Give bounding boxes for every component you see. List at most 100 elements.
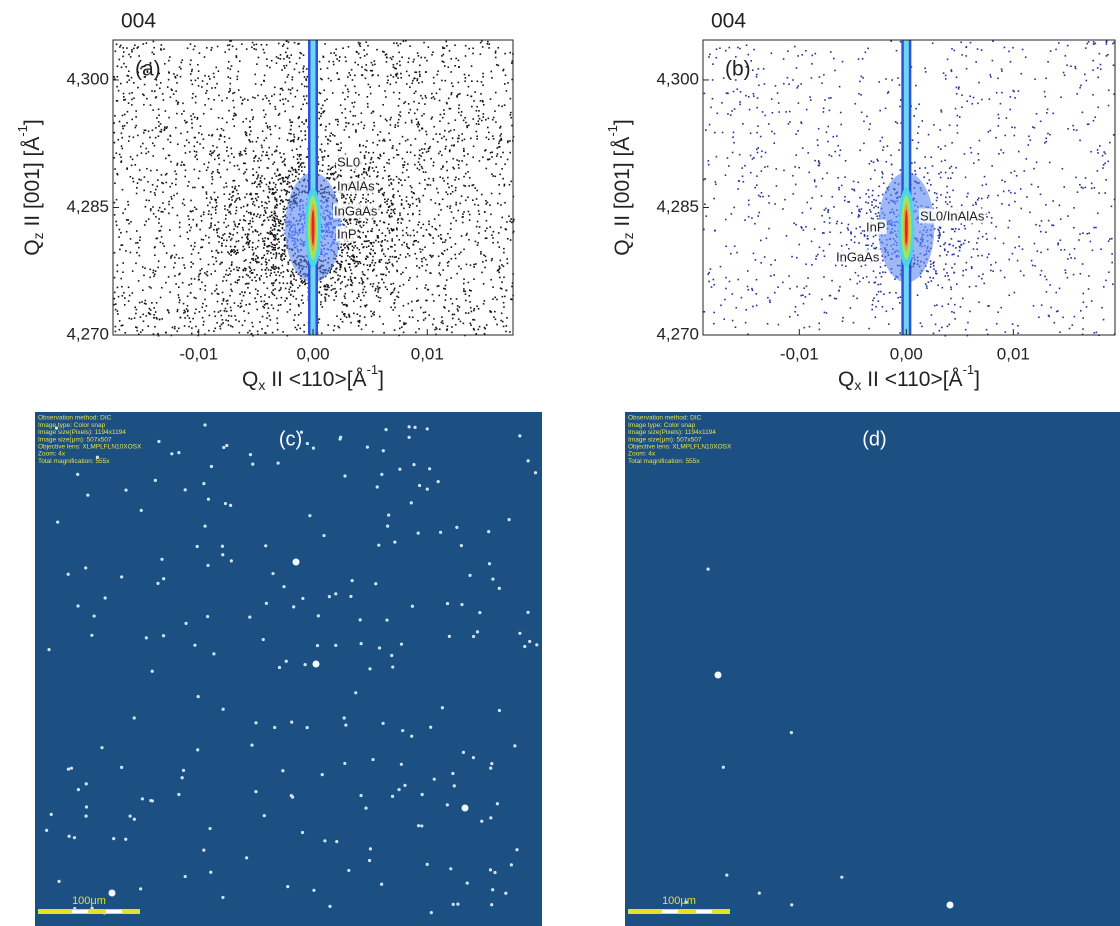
intensity-dot [143, 83, 146, 86]
intensity-dot [385, 119, 388, 122]
intensity-dot [268, 245, 271, 247]
intensity-dot [218, 157, 220, 160]
intensity-dot [120, 160, 123, 162]
intensity-dot [304, 134, 307, 136]
intensity-dot [899, 169, 902, 171]
intensity-dot [229, 306, 232, 309]
intensity-dot [343, 243, 346, 246]
intensity-dot [254, 297, 256, 300]
intensity-dot [377, 189, 380, 192]
intensity-dot [120, 145, 123, 147]
intensity-dot [134, 44, 136, 47]
intensity-dot [458, 92, 461, 95]
intensity-dot [279, 203, 281, 205]
intensity-dot [202, 211, 205, 214]
intensity-dot [210, 108, 212, 110]
intensity-dot [402, 166, 405, 169]
intensity-dot [287, 270, 289, 273]
intensity-dot [278, 173, 281, 176]
intensity-dot [397, 77, 399, 79]
intensity-dot [329, 177, 331, 179]
intensity-dot [214, 209, 217, 211]
intensity-dot [484, 230, 487, 232]
intensity-dot [276, 322, 279, 324]
intensity-dot [988, 98, 991, 100]
intensity-dot [206, 270, 209, 273]
intensity-dot [361, 282, 364, 285]
intensity-dot [378, 229, 381, 231]
intensity-dot [350, 321, 352, 324]
intensity-dot [271, 187, 274, 190]
intensity-dot [204, 298, 206, 301]
intensity-dot [445, 329, 448, 331]
intensity-dot [932, 203, 934, 206]
intensity-dot [264, 269, 267, 271]
intensity-dot [274, 223, 277, 225]
intensity-dot [708, 56, 710, 58]
intensity-dot [243, 149, 246, 152]
intensity-dot [282, 45, 284, 47]
intensity-dot [217, 293, 220, 295]
intensity-dot [794, 166, 796, 168]
intensity-dot [933, 124, 935, 126]
intensity-dot [257, 206, 260, 208]
intensity-dot [899, 302, 901, 304]
intensity-dot [241, 299, 243, 302]
intensity-dot [128, 294, 131, 297]
intensity-dot [145, 315, 148, 317]
intensity-dot [1044, 95, 1047, 98]
intensity-dot [202, 138, 205, 140]
intensity-dot [277, 229, 279, 232]
intensity-dot [254, 230, 257, 232]
intensity-dot [160, 128, 163, 131]
intensity-dot [818, 76, 821, 78]
intensity-dot [286, 192, 288, 194]
intensity-dot [162, 242, 164, 245]
intensity-dot [398, 60, 401, 63]
intensity-dot [784, 198, 786, 201]
intensity-dot [207, 97, 210, 100]
intensity-dot [950, 286, 952, 289]
intensity-dot [418, 71, 421, 73]
intensity-dot [154, 325, 156, 328]
intensity-dot [371, 261, 373, 264]
intensity-dot [373, 125, 376, 127]
intensity-dot [140, 152, 143, 154]
intensity-dot [215, 249, 218, 252]
intensity-dot [473, 263, 475, 266]
intensity-dot [278, 267, 280, 270]
intensity-dot [302, 70, 305, 73]
intensity-dot [941, 305, 944, 308]
intensity-dot [197, 70, 200, 72]
intensity-dot [170, 257, 172, 259]
intensity-dot [783, 82, 785, 85]
intensity-dot [191, 327, 193, 329]
intensity-dot [356, 313, 359, 316]
intensity-dot [266, 125, 269, 127]
intensity-dot [196, 118, 199, 120]
intensity-dot [137, 280, 140, 282]
intensity-dot [122, 127, 124, 130]
intensity-dot [969, 95, 971, 98]
intensity-dot [277, 179, 280, 181]
intensity-dot [494, 175, 497, 178]
intensity-dot [783, 169, 785, 172]
intensity-dot [409, 45, 411, 47]
intensity-dot [356, 260, 358, 263]
intensity-dot [279, 152, 281, 154]
intensity-dot [234, 185, 237, 188]
intensity-dot [228, 91, 230, 93]
intensity-dot [267, 167, 269, 169]
intensity-dot [377, 291, 379, 293]
intensity-dot [176, 330, 179, 333]
y-tick-label: 4,270 [66, 324, 109, 343]
intensity-dot [1073, 247, 1076, 250]
intensity-dot [283, 153, 285, 155]
intensity-dot [198, 273, 201, 276]
intensity-dot [261, 268, 263, 271]
intensity-dot [280, 235, 283, 237]
intensity-dot [354, 74, 356, 77]
intensity-dot [378, 300, 381, 303]
intensity-dot [326, 98, 328, 101]
intensity-dot [429, 272, 431, 274]
